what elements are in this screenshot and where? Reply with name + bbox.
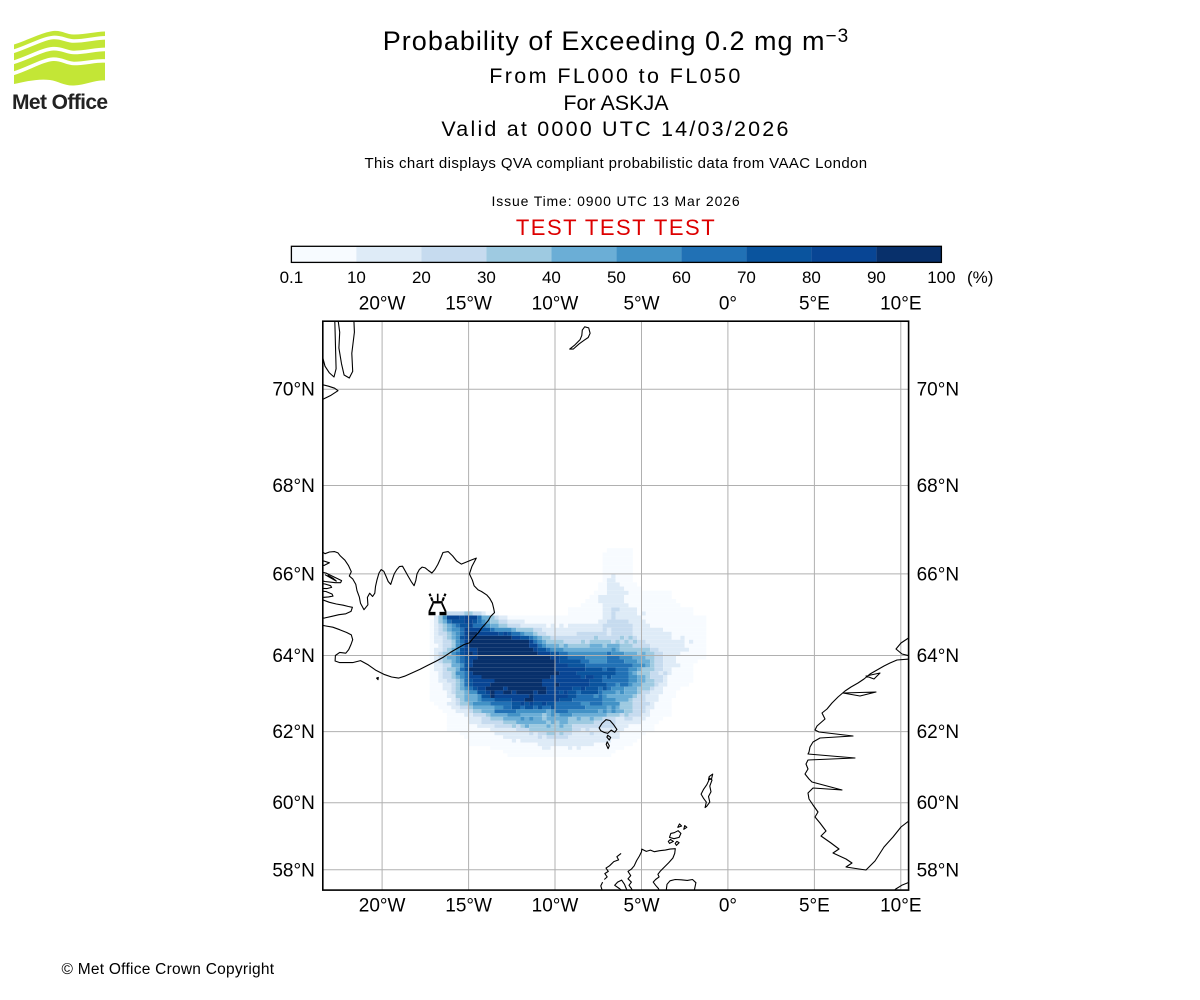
svg-text:40: 40 <box>542 268 561 287</box>
svg-text:100: 100 <box>927 268 955 287</box>
svg-text:60°N: 60°N <box>917 793 959 814</box>
svg-text:20: 20 <box>412 268 431 287</box>
svg-text:10°E: 10°E <box>880 294 921 315</box>
svg-text:50: 50 <box>607 268 626 287</box>
svg-text:68°N: 68°N <box>272 476 314 497</box>
svg-text:80: 80 <box>802 268 821 287</box>
svg-text:5°W: 5°W <box>623 294 659 315</box>
svg-text:70: 70 <box>737 268 756 287</box>
svg-text:60°N: 60°N <box>272 793 314 814</box>
svg-text:15°W: 15°W <box>445 896 492 917</box>
svg-text:0.1: 0.1 <box>280 268 304 287</box>
svg-text:66°N: 66°N <box>917 564 959 585</box>
svg-text:10°E: 10°E <box>880 896 921 917</box>
svg-text:10: 10 <box>347 268 366 287</box>
svg-text:0°: 0° <box>719 294 737 315</box>
svg-text:10°W: 10°W <box>532 294 579 315</box>
svg-text:62°N: 62°N <box>917 722 959 743</box>
svg-text:(%): (%) <box>967 268 993 287</box>
svg-text:58°N: 58°N <box>272 860 314 881</box>
svg-text:10°W: 10°W <box>532 896 579 917</box>
svg-text:Met Office: Met Office <box>12 91 108 114</box>
svg-text:20°W: 20°W <box>359 294 406 315</box>
svg-text:15°W: 15°W <box>445 294 492 315</box>
svg-text:64°N: 64°N <box>272 646 314 667</box>
svg-text:0°: 0° <box>719 896 737 917</box>
svg-text:20°W: 20°W <box>359 896 406 917</box>
svg-text:66°N: 66°N <box>272 564 314 585</box>
svg-text:70°N: 70°N <box>917 380 959 401</box>
svg-text:62°N: 62°N <box>272 722 314 743</box>
svg-text:58°N: 58°N <box>917 860 959 881</box>
svg-text:70°N: 70°N <box>272 380 314 401</box>
svg-text:68°N: 68°N <box>917 476 959 497</box>
svg-text:5°E: 5°E <box>799 896 830 917</box>
svg-text:90: 90 <box>867 268 886 287</box>
svg-text:5°W: 5°W <box>623 896 659 917</box>
svg-text:30: 30 <box>477 268 496 287</box>
svg-text:60: 60 <box>672 268 691 287</box>
svg-text:64°N: 64°N <box>917 646 959 667</box>
svg-text:5°E: 5°E <box>799 294 830 315</box>
